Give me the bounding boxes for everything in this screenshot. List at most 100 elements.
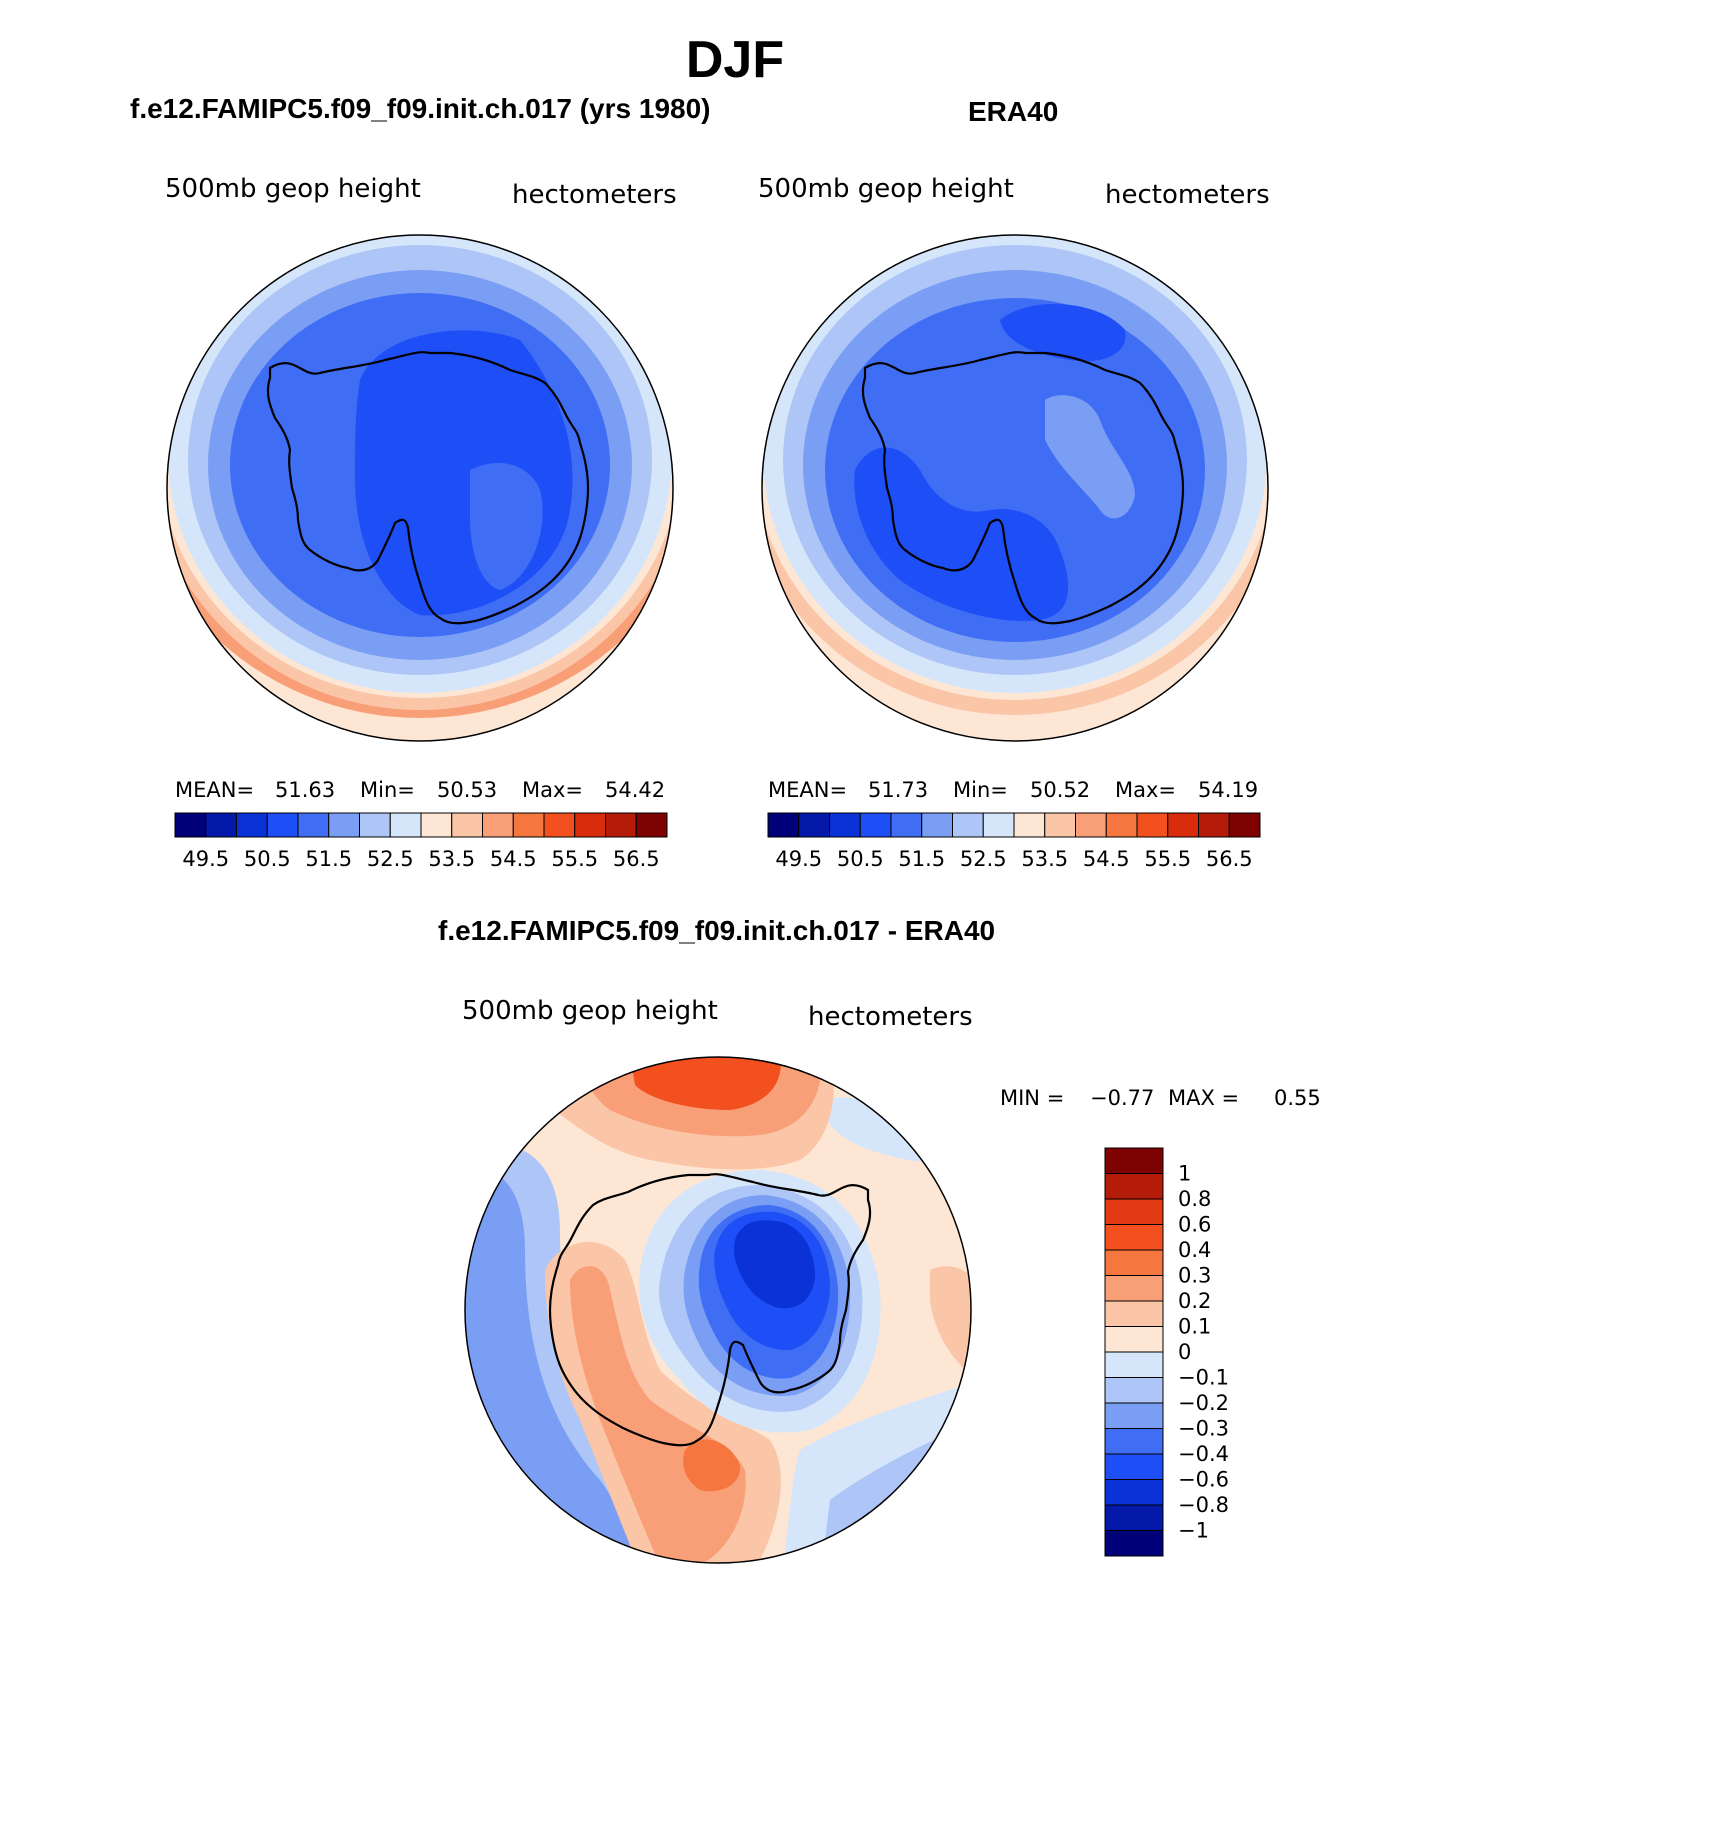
diff-left-label: 500mb geop height [462,996,718,1026]
colorbar-swatch [482,812,514,838]
colorbar-tick-label: 53.5 [428,847,475,871]
colorbar-tick-label: 0.8 [1178,1187,1211,1211]
colorbar-swatch [1104,1173,1164,1200]
colorbar-swatch [1104,1249,1164,1276]
colorbar-swatch [1104,1428,1164,1455]
colorbar-swatch [635,812,668,838]
colorbar-swatch [1044,812,1076,838]
colorbar-swatch [1104,1504,1164,1531]
colorbar-tick-label: 49.5 [775,847,822,871]
colorbar-tick-label: 51.5 [898,847,945,871]
model-max-label: Max= [522,778,583,802]
colorbar-swatch [1104,1530,1164,1557]
colorbar-swatch [543,812,576,838]
obs-min-label: Min= [953,778,1008,802]
colorbar-tick-label: 51.5 [305,847,352,871]
model-mean-value: 51.63 [275,778,335,802]
colorbar-swatch [1075,812,1107,838]
diff-max-label: MAX = [1168,1086,1239,1110]
colorbar-tick-label: 52.5 [367,847,414,871]
colorbar-swatch [359,812,391,838]
colorbar-swatch [1104,1224,1164,1251]
figure-title: DJF [685,31,785,89]
colorbar-swatch [1104,1377,1164,1404]
colorbar-tick-label: 56.5 [613,847,660,871]
model-colorbar: 49.5 50.5 51.5 52.5 53.5 54.5 55.5 56.5 [174,812,668,871]
colorbar-swatch [1167,812,1199,838]
model-right-label: hectometers [512,180,677,210]
diff-right-label: hectometers [808,1002,973,1032]
diff-map [464,1056,972,1564]
colorbar-tick-label: 56.5 [1206,847,1253,871]
colorbar-tick-label: −1 [1178,1519,1209,1543]
model-min-value: 50.53 [437,778,497,802]
colorbar-swatch [1104,1479,1164,1506]
colorbar-swatch [389,812,422,838]
colorbar-tick-label: −0.1 [1178,1366,1229,1390]
colorbar-swatch [1104,1198,1164,1225]
colorbar-swatch [1104,1453,1164,1480]
colorbar-swatch [1198,812,1230,838]
colorbar-swatch [1136,812,1169,838]
colorbar-swatch [1104,1275,1164,1302]
diff-max-value: 0.55 [1274,1086,1321,1110]
obs-max-value: 54.19 [1198,778,1258,802]
model-map [166,234,674,742]
colorbar-swatch [328,812,360,838]
colorbar-swatch [1104,1326,1164,1353]
colorbar-tick-label: 53.5 [1021,847,1068,871]
colorbar-tick-label: 0.6 [1178,1213,1211,1237]
obs-left-label: 500mb geop height [758,174,1014,204]
colorbar-swatch [952,812,984,838]
colorbar-swatch [1104,1147,1164,1174]
colorbar-tick-label: 1 [1178,1162,1191,1186]
colorbar-swatch [420,812,453,838]
obs-mean-value: 51.73 [868,778,928,802]
colorbar-tick-label: 50.5 [837,847,884,871]
obs-max-label: Max= [1115,778,1176,802]
colorbar-swatch [921,812,953,838]
diff-min-label: MIN = [1000,1086,1064,1110]
colorbar-tick-label: 54.5 [1083,847,1130,871]
colorbar-tick-label: −0.2 [1178,1391,1229,1415]
colorbar-swatch [297,812,330,838]
colorbar-tick-label: −0.4 [1178,1442,1229,1466]
obs-panel-title: ERA40 [968,96,1059,127]
colorbar-tick-label: 54.5 [490,847,537,871]
colorbar-swatch [1105,812,1138,838]
colorbar-tick-label: 0.4 [1178,1238,1211,1262]
colorbar-tick-label: 50.5 [244,847,291,871]
colorbar-tick-label: 0.1 [1178,1315,1211,1339]
colorbar-swatch [829,812,861,838]
diff-panel-title: f.e12.FAMIPC5.f09_f09.init.ch.017 - ERA4… [438,915,996,946]
colorbar-swatch [512,812,545,838]
colorbar-swatch [174,812,207,838]
colorbar-tick-label: 0.2 [1178,1289,1211,1313]
colorbar-tick-label: 0.3 [1178,1264,1211,1288]
colorbar-swatch [236,812,268,838]
colorbar-swatch [1228,812,1261,838]
colorbar-swatch [767,812,800,838]
colorbar-tick-label: 52.5 [960,847,1007,871]
diff-colorbar: 10.80.60.40.30.20.10−0.1−0.2−0.3−0.4−0.6… [1104,1147,1229,1557]
colorbar-swatch [1104,1351,1164,1378]
model-mean-label: MEAN= [175,778,254,802]
obs-min-value: 50.52 [1030,778,1090,802]
colorbar-tick-label: 0 [1178,1340,1191,1364]
diff-min-value: −0.77 [1090,1086,1154,1110]
colorbar-swatch [859,812,892,838]
colorbar-tick-label: −0.6 [1178,1468,1229,1492]
colorbar-swatch [1013,812,1046,838]
model-max-value: 54.42 [605,778,665,802]
model-panel-title: f.e12.FAMIPC5.f09_f09.init.ch.017 (yrs 1… [130,93,711,124]
colorbar-tick-label: 55.5 [1144,847,1191,871]
obs-right-label: hectometers [1105,180,1270,210]
obs-mean-label: MEAN= [768,778,847,802]
colorbar-tick-label: 55.5 [551,847,598,871]
colorbar-swatch [266,812,299,838]
colorbar-swatch [1104,1300,1164,1327]
colorbar-swatch [574,812,606,838]
colorbar-swatch [982,812,1015,838]
colorbar-swatch [1104,1402,1164,1429]
